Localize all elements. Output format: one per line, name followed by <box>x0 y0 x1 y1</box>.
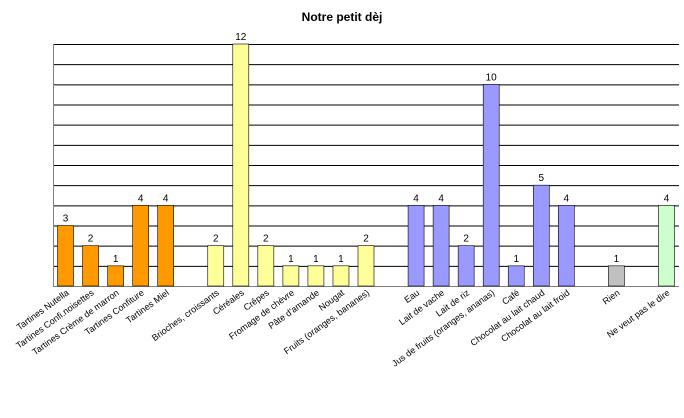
bar <box>407 205 425 287</box>
data-label: 2 <box>88 234 94 245</box>
data-label: 1 <box>513 254 519 265</box>
data-label: 4 <box>163 193 169 204</box>
data-label: 4 <box>438 193 444 204</box>
data-label: 1 <box>338 254 344 265</box>
data-label: 3 <box>63 214 69 225</box>
bar <box>357 245 375 287</box>
bar <box>282 265 300 287</box>
data-label: 10 <box>486 72 498 83</box>
bar <box>482 84 500 287</box>
bar <box>658 205 675 287</box>
bar <box>307 265 325 287</box>
data-label: 12 <box>235 32 247 43</box>
data-label: 1 <box>313 254 319 265</box>
data-label: 1 <box>288 254 294 265</box>
bar <box>57 225 74 287</box>
bar <box>507 265 525 287</box>
bar <box>207 245 225 287</box>
data-label: 1 <box>113 254 119 265</box>
bar <box>457 245 475 287</box>
data-label: 5 <box>538 173 544 184</box>
data-label: 2 <box>263 234 269 245</box>
bar <box>107 265 124 287</box>
bar <box>157 205 174 287</box>
x-tick-label: Rien <box>601 288 622 307</box>
data-label: 4 <box>138 193 144 204</box>
data-label: 4 <box>564 193 570 204</box>
data-label: 2 <box>463 234 469 245</box>
data-label: 2 <box>363 234 369 245</box>
data-label: 4 <box>413 193 419 204</box>
chart-title: Notre petit dèj <box>301 10 383 24</box>
bar <box>257 245 275 287</box>
bar <box>82 245 99 287</box>
data-label: 4 <box>664 193 670 204</box>
bar <box>558 205 575 287</box>
data-label: 1 <box>614 254 620 265</box>
bar <box>608 265 625 287</box>
bar <box>232 43 250 287</box>
bar <box>132 205 149 287</box>
data-label: 2 <box>213 234 219 245</box>
bar <box>532 184 550 287</box>
bar <box>332 265 350 287</box>
bar <box>432 205 450 287</box>
